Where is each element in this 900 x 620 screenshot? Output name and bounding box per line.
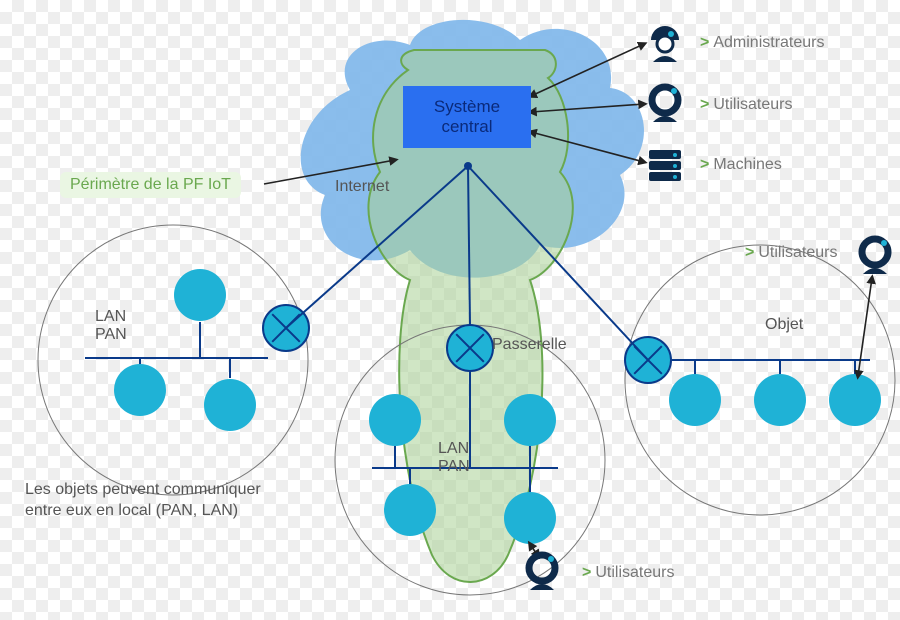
lan-node-center-2 bbox=[384, 484, 436, 536]
perimeter-badge-label: Périmètre de la PF IoT bbox=[70, 176, 231, 194]
lan-node-right-0 bbox=[669, 374, 721, 426]
lan-node-right-1 bbox=[754, 374, 806, 426]
system-central-box: Système central bbox=[403, 86, 531, 148]
actor-label-user_right: >Utilisateurs bbox=[745, 244, 837, 262]
note-line2: entre eux en local (PAN, LAN) bbox=[25, 501, 261, 522]
user_right-icon bbox=[862, 239, 888, 274]
admin-icon bbox=[651, 26, 679, 62]
note-line1: Les objets peuvent communiquer bbox=[25, 480, 261, 501]
hub-dot bbox=[464, 162, 472, 170]
user_bottom-icon bbox=[529, 555, 555, 590]
user-right-arrow bbox=[858, 278, 872, 376]
actor-label-machines: >Machines bbox=[700, 156, 782, 174]
lan-ring-left bbox=[38, 225, 308, 495]
lan-node-right-2 bbox=[829, 374, 881, 426]
diagram-canvas: Système central Périmètre de la PF IoT I… bbox=[0, 0, 900, 620]
lan-node-left-0 bbox=[174, 269, 226, 321]
lan-node-center-3 bbox=[504, 492, 556, 544]
note-text: Les objets peuvent communiquer entre eux… bbox=[25, 480, 261, 522]
user_top-icon bbox=[652, 87, 678, 122]
lan-node-center-1 bbox=[504, 394, 556, 446]
objet-label: Objet bbox=[765, 316, 803, 334]
lan-node-left-2 bbox=[204, 379, 256, 431]
system-label-line1: Système bbox=[434, 97, 500, 117]
lan-pan-label-left: LANPAN bbox=[95, 308, 127, 344]
lan-node-center-0 bbox=[369, 394, 421, 446]
machines-icon bbox=[649, 150, 681, 181]
system-label-line2: central bbox=[434, 117, 500, 137]
lan-pan-label-center: LANPAN bbox=[438, 440, 470, 476]
passerelle-label: Passerelle bbox=[492, 336, 567, 354]
lan-node-left-1 bbox=[114, 364, 166, 416]
perimeter-badge: Périmètre de la PF IoT bbox=[60, 172, 241, 198]
actor-label-admin: >Administrateurs bbox=[700, 34, 825, 52]
actor-label-user_top: >Utilisateurs bbox=[700, 96, 792, 114]
actor-label-user_bottom: >Utilisateurs bbox=[582, 564, 674, 582]
internet-label: Internet bbox=[335, 178, 389, 196]
